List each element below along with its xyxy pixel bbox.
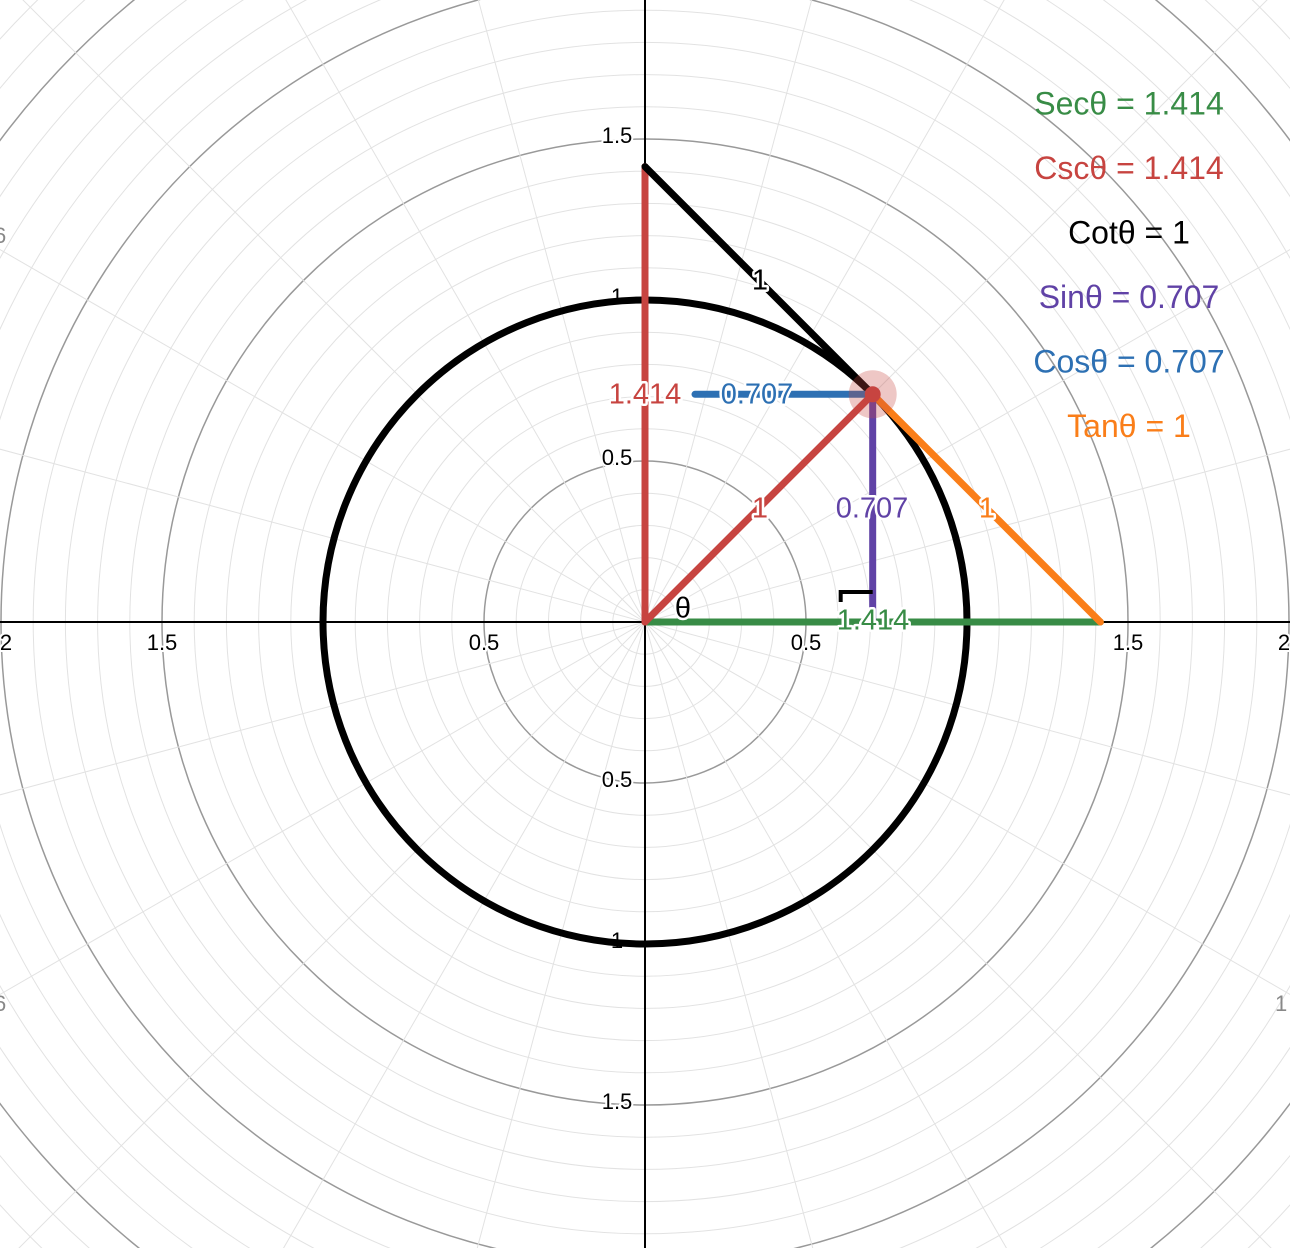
x-tick-label: 0.5 [469, 630, 500, 655]
segment-label: θ [675, 593, 691, 625]
right-angle-marker [838, 590, 873, 602]
grid-spoke [644, 0, 813, 623]
grid-spoke [644, 621, 1272, 1248]
point [864, 386, 881, 403]
segment-label: 0.707 [836, 493, 909, 525]
segment-label: 0.707 [721, 379, 794, 411]
grid-spoke [0, 249, 646, 623]
legend-entry: Tanθ = 1 [1067, 408, 1191, 444]
y-tick-label: 1.5 [602, 123, 633, 148]
grid-spoke [477, 0, 646, 623]
grid-spoke [644, 621, 1290, 995]
y-tick-label: 0.5 [602, 445, 633, 470]
grid-spoke [18, 621, 646, 1248]
grid-spoke [0, 621, 646, 995]
grid-spoke [644, 621, 1007, 1248]
grid-spoke [476, 621, 646, 1248]
x-tick-label: 2 [1278, 630, 1290, 655]
y-tick-label: 0.5 [602, 767, 633, 792]
grid-spoke [644, 249, 1290, 623]
grid-spoke [22, 0, 646, 623]
radius-segment [641, 390, 877, 626]
legend-entry: Cotθ = 1 [1068, 214, 1190, 250]
legend-entry: Cscθ = 1.414 [1034, 150, 1223, 186]
grid-spoke [0, 448, 646, 623]
grid-spoke [0, 621, 646, 796]
grid-spoke [644, 0, 1005, 623]
legend-entry: Secθ = 1.414 [1034, 85, 1223, 121]
x-tick-label: 1.5 [1113, 630, 1144, 655]
cot-segment [641, 163, 877, 398]
x-tick-label: 2 [0, 630, 12, 655]
grid-spoke [644, 448, 1290, 623]
angle-edge-label: 1 [1275, 991, 1287, 1016]
legend-entry: Cosθ = 0.707 [1033, 343, 1224, 379]
segment-label: 1 [752, 265, 768, 297]
segment-label: 1.414 [837, 605, 910, 637]
y-tick-label: 1.5 [602, 1089, 633, 1114]
angle-edge-label: 6 [0, 991, 6, 1016]
grid-spoke [644, 621, 1290, 796]
grid-spoke [285, 0, 646, 623]
x-tick-label: 0.5 [791, 630, 822, 655]
tan-segment [869, 390, 1104, 626]
segment-label: 1 [979, 493, 995, 525]
segment-label: 1.414 [609, 379, 682, 411]
grid-spoke [644, 621, 814, 1248]
legend-entry: Sinθ = 0.707 [1039, 279, 1220, 315]
x-tick-label: 1.5 [147, 630, 178, 655]
grid-spoke [283, 621, 646, 1248]
segment-label: 1 [752, 493, 768, 525]
angle-edge-label: 6 [0, 223, 6, 248]
